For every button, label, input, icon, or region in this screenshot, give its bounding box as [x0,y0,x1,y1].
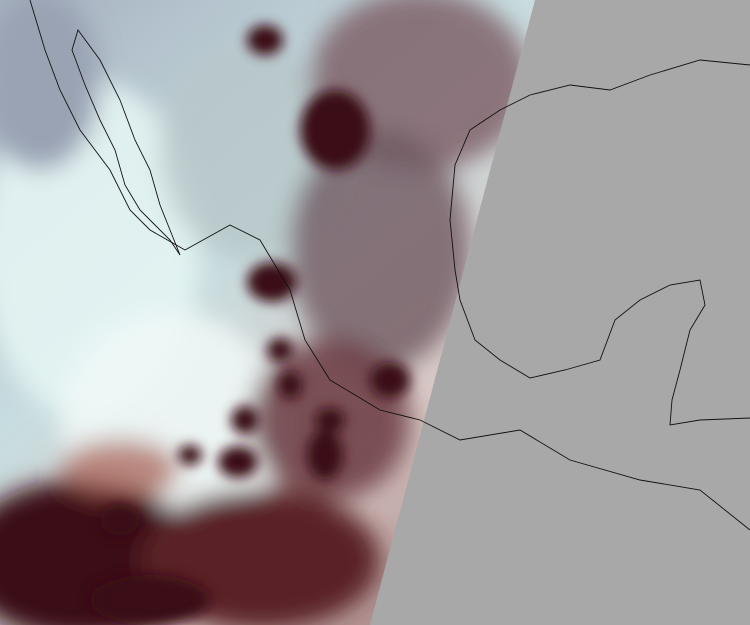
gulf-of-mexico-coast [449,59,750,426]
coastlines [29,0,750,531]
baja-california-coast [71,29,181,256]
mainland-pacific-coast [29,0,750,531]
